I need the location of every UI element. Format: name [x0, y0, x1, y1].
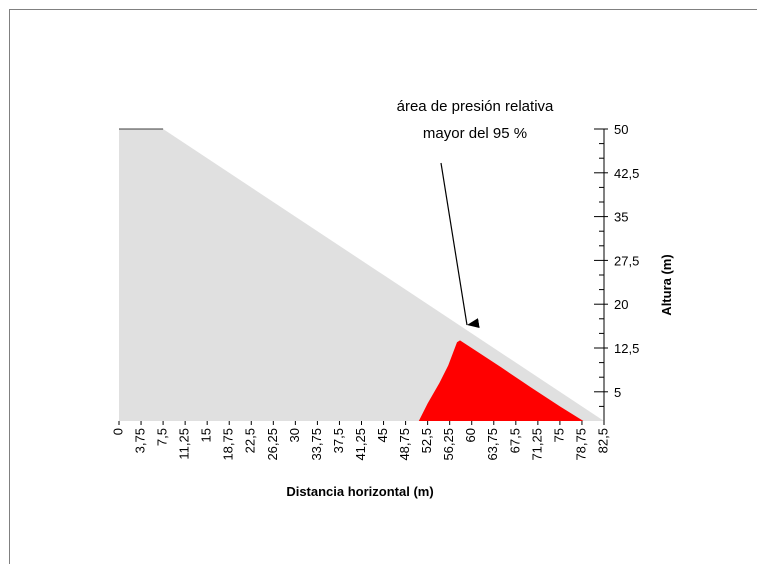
x-tick-label: 78,75	[573, 428, 588, 461]
y-tick-label: 20	[614, 297, 628, 312]
x-axis-title: Distancia horizontal (m)	[286, 484, 433, 499]
x-tick-label: 37,5	[331, 428, 346, 453]
y-tick-label: 50	[614, 122, 628, 137]
x-tick-label: 15	[199, 428, 214, 442]
x-tick-label: 3,75	[132, 428, 147, 453]
x-tick-label: 18,75	[221, 428, 236, 461]
slope-area	[119, 129, 604, 421]
x-tick-label: 33,75	[309, 428, 324, 461]
x-tick-label: 82,5	[595, 428, 610, 453]
high-pressure-area	[418, 340, 584, 421]
x-tick-label: 41,25	[353, 428, 368, 461]
annotation-arrow	[440, 162, 480, 329]
x-tick-label: 60	[463, 428, 478, 442]
x-axis: 0 3,75 7,5 11,25 15 18,75 22,5 26,25 30 33,75 37,5…	[110, 421, 610, 461]
x-tick-label: 52,5	[419, 428, 434, 453]
chart-frame	[9, 9, 757, 564]
x-tick-label: 30	[287, 428, 302, 442]
x-tick-label: 45	[375, 428, 390, 442]
x-tick-label: 63,75	[485, 428, 500, 461]
y-tick-label: 5	[614, 385, 621, 400]
x-tick-label: 75	[551, 428, 566, 442]
annotation-line-2: mayor del 95 %	[423, 125, 527, 142]
y-tick-label: 35	[614, 210, 628, 225]
y-tick-label: 42,5	[614, 166, 639, 181]
plot-area	[119, 128, 604, 421]
x-tick-label: 7,5	[155, 428, 170, 446]
x-tick-label: 71,25	[529, 428, 544, 461]
x-tick-label: 11,25	[177, 428, 192, 460]
x-tick-label: 48,75	[397, 428, 412, 461]
annotation-line-1: área de presión relativa	[397, 98, 554, 115]
y-axis: 50 42,5 35 27,5 20 12,5 5	[594, 122, 639, 421]
x-tick-label: 0	[110, 428, 125, 435]
y-tick-label: 12,5	[614, 341, 639, 356]
x-tick-label: 56,25	[441, 428, 456, 461]
x-tick-label: 67,5	[507, 428, 522, 453]
y-axis-title: Altura (m)	[659, 254, 674, 315]
x-tick-label: 26,25	[265, 428, 280, 461]
y-tick-label: 27,5	[614, 253, 639, 268]
x-tick-label: 22,5	[243, 428, 258, 453]
